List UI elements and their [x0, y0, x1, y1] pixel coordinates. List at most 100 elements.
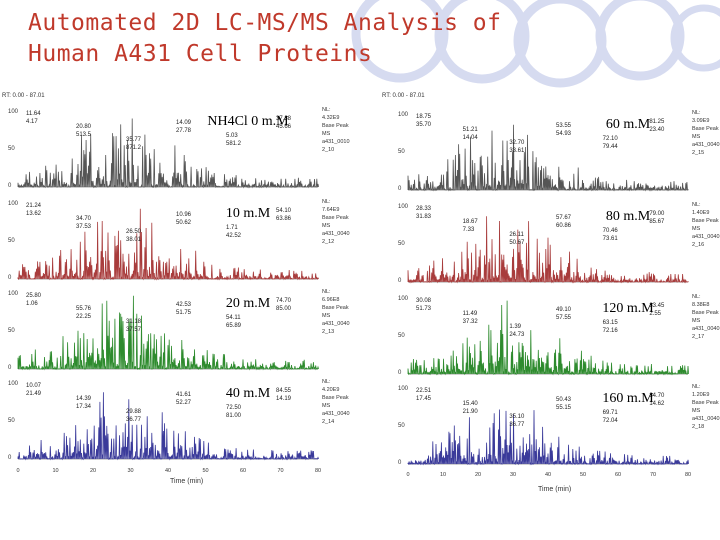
peak-label: 21.90 [463, 409, 479, 415]
peak-label: 28.33 [416, 206, 432, 212]
peak-label: 63.15 [603, 320, 619, 326]
slide-title-line2: Human A431 Cell Proteins [28, 41, 373, 67]
chromatogram-condition-label: 60 m.M [606, 117, 651, 132]
peak-label: 26.11 [509, 232, 524, 238]
trace-meta-label: 7.64E9 [322, 207, 339, 213]
chromatogram-condition-label: 120 m.M [602, 301, 654, 316]
trace-meta-label: NL: [692, 384, 701, 390]
peak-label: 29.88 [126, 409, 142, 415]
trace-meta-label: 2_15 [692, 150, 704, 156]
y-tick-label: 0 [8, 365, 12, 371]
trace-meta-label: 2_14 [322, 419, 334, 425]
peak-label: 11.64 [26, 111, 41, 117]
x-tick-label: 10 [440, 472, 446, 478]
trace-meta-label: MS [692, 134, 701, 140]
chromatogram-condition-label: 80 m.M [606, 209, 651, 224]
peak-label: 17.45 [416, 396, 432, 402]
peak-label: 36.77 [126, 417, 142, 423]
right-x-axis-label: Time (min) [538, 486, 572, 493]
trace-meta-label: NL: [322, 289, 331, 295]
peak-label: 51.75 [176, 310, 192, 316]
trace-meta-label: 1.40E9 [692, 210, 709, 216]
trace-meta-label: a431_0040 [692, 142, 720, 148]
peak-label: 513.5 [76, 132, 92, 138]
peak-label: 85.67 [649, 219, 665, 225]
trace-meta-label: a431_0040 [322, 321, 350, 327]
x-tick-label: 0 [406, 472, 409, 478]
deco-circle [670, 4, 720, 72]
peak-label: 14.09 [176, 120, 192, 126]
trace-meta-label: a431_0040 [692, 234, 720, 240]
peak-label: 69.71 [603, 410, 619, 416]
y-tick-label: 50 [8, 146, 15, 152]
trace-meta-label: NL: [692, 202, 701, 208]
chromatogram-condition-label: NH4Cl 0 m.M [207, 114, 289, 129]
peak-label: 84.55 [276, 388, 292, 394]
trace-meta-label: Base Peak [692, 400, 719, 406]
trace-meta-label: NL: [322, 199, 331, 205]
y-tick-label: 50 [8, 238, 15, 244]
peak-label: 871.2 [126, 145, 142, 151]
y-tick-label: 50 [8, 328, 15, 334]
peak-label: 10.07 [26, 383, 42, 389]
peak-label: 38.01 [126, 237, 142, 243]
peak-label: 37.57 [126, 327, 142, 333]
peak-label: 52.27 [176, 400, 192, 406]
peak-label: 73.61 [603, 236, 619, 242]
peak-label: 18.67 [463, 219, 479, 225]
trace-meta-label: MS [692, 408, 701, 414]
y-tick-label: 100 [398, 296, 409, 302]
peak-label: 7.33 [463, 227, 475, 233]
deco-circle [595, 0, 685, 81]
trace-meta-label: a431_0040 [692, 416, 720, 422]
deco-circle [434, 0, 530, 84]
trace-meta-label: 4.20E9 [322, 387, 339, 393]
peak-label: 50.67 [509, 240, 525, 246]
y-tick-label: 50 [398, 333, 405, 339]
peak-label: 72.50 [226, 405, 242, 411]
peak-label: 54.93 [556, 131, 572, 137]
peak-label: 23.40 [649, 127, 665, 133]
peak-label: 42.53 [176, 302, 192, 308]
chromatogram-trace [407, 216, 689, 284]
y-tick-label: 0 [398, 370, 402, 376]
y-tick-label: 0 [8, 183, 12, 189]
trace-meta-label: 1.20E9 [692, 392, 709, 398]
y-tick-label: 0 [8, 455, 12, 461]
peak-label: 22.51 [416, 388, 432, 394]
peak-label: 74.70 [276, 298, 292, 304]
trace-meta-label: 2_12 [322, 239, 334, 245]
peak-label: 50.62 [176, 220, 192, 226]
peak-label: 11.49 [463, 311, 478, 317]
deco-circle [351, 0, 449, 83]
peak-label: 14.04 [463, 135, 479, 141]
trace-meta-label: MS [322, 223, 331, 229]
peak-label: 15.40 [463, 401, 479, 407]
trace-meta-label: Base Peak [322, 305, 349, 311]
peak-label: 22.25 [76, 314, 92, 320]
peak-label: 33.61 [509, 148, 525, 154]
peak-label: 35.10 [509, 414, 525, 420]
peak-label: 1.39 [509, 324, 521, 330]
peak-label: 35.77 [126, 137, 142, 143]
y-tick-label: 0 [398, 186, 402, 192]
peak-label: 55.15 [556, 405, 572, 411]
peak-label: 42.52 [226, 233, 242, 239]
trace-meta-label: MS [322, 403, 331, 409]
x-tick-label: 0 [16, 468, 19, 474]
peak-label: 57.67 [556, 215, 572, 221]
peak-label: 14.19 [276, 396, 292, 402]
left-rt-header: RT: 0.00 - 87.01 [2, 93, 45, 99]
chromatogram-trace [17, 295, 319, 371]
trace-meta-label: MS [322, 313, 331, 319]
y-tick-label: 100 [398, 204, 409, 210]
peak-label: 4.17 [26, 119, 38, 125]
trace-meta-label: NL: [322, 379, 331, 385]
peak-label: 25.80 [26, 293, 42, 299]
peak-label: 37.32 [463, 319, 479, 325]
peak-label: 581.2 [226, 141, 242, 147]
peak-label: 5.03 [226, 133, 238, 139]
chromatogram-trace [407, 300, 689, 376]
peak-label: 54.10 [276, 208, 292, 214]
